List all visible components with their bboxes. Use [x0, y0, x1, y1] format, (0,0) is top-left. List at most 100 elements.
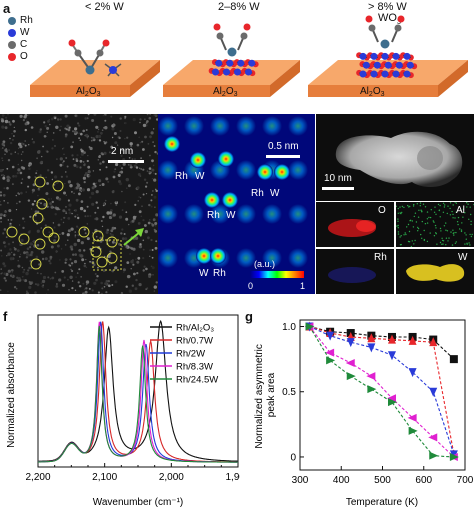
data-point-g-4-0: [305, 322, 315, 331]
panel-letter-g: g: [245, 309, 253, 324]
o-dot-icon: [8, 53, 16, 61]
eds-map-rh: Rh: [316, 249, 394, 294]
data-point-g-3-1: [325, 348, 335, 357]
chart-f-ir-spectra: 2,200 2,100 2,000 1,900 Rh/Al₂O₃ Rh/0.7W Rh/2…: [6, 314, 240, 508]
panel-c-intensity-map: 0.5 nm Rh W Rh W Rh W W Rh (a.u.) 0 1: [158, 114, 315, 294]
w-label-1: W: [195, 171, 205, 182]
x-tick-label-g-1: 400: [333, 475, 350, 486]
legend-item-rh: Rh: [8, 15, 33, 27]
data-point-g-2-6: [429, 387, 438, 397]
condition-mid-w: 2–8% W: [218, 1, 260, 13]
stem-b-texture: [0, 114, 158, 294]
legend-label-f-1: Rh/0.7W: [176, 336, 213, 347]
x-tick-label-g-0: 300: [292, 475, 309, 486]
particle-image: [335, 131, 463, 187]
substrate-label-1: Al2O3: [76, 86, 101, 98]
x-tick-label-g-3: 600: [415, 475, 432, 486]
catalyst-schematic: Al2O3 Al2O3 Al2O3: [30, 15, 468, 98]
rh-label-4: Rh: [213, 268, 226, 279]
x-tick-label-f-1: 2,100: [92, 472, 117, 483]
eds-map-w: W: [396, 249, 474, 294]
panel-letter-f: f: [3, 309, 8, 324]
x-axis-label-g: Temperature (K): [346, 497, 418, 508]
x-tick-label-g-4: 700: [457, 475, 474, 486]
panel-letter-a: a: [3, 1, 11, 16]
rh-on-wox-cluster: [208, 23, 259, 77]
condition-high-w: > 8% W: [368, 1, 407, 13]
condition-low-w: < 2% W: [85, 1, 124, 13]
data-point-g-4-7: [449, 452, 459, 461]
data-point-g-0-7: [449, 355, 458, 364]
x-tick-label-f-0: 2,200: [25, 472, 50, 483]
legend-item-c: C: [8, 39, 33, 51]
scale-bar-b: [108, 160, 144, 163]
w-label-3: W: [226, 210, 236, 221]
panel-d-haadf-image: 10 nm: [316, 114, 474, 201]
eds-label-rh: Rh: [374, 252, 387, 263]
legend-label-f-2: Rh/2W: [176, 349, 205, 360]
x-tick-label-f-2: 2,000: [159, 472, 184, 483]
panel-a: Rh W C O < 2% W 2–8% W > 8% W WO3: [0, 0, 474, 112]
colorbar-unit: (a.u.): [254, 259, 276, 269]
y-axis-label-g-line1: Normalized asymmetric: [254, 344, 265, 448]
x-tick-label-g-2: 500: [374, 475, 391, 486]
colorbar-min: 0: [248, 281, 254, 291]
slab-1: [30, 60, 160, 97]
scale-bar-label-c: 0.5 nm: [268, 141, 299, 152]
substrate-label-3: Al2O3: [360, 86, 385, 98]
legend-item-o: O: [8, 51, 33, 63]
eds-map-al: Al: [396, 202, 474, 247]
series-line-g-1: [309, 325, 455, 455]
data-point-g-2-5: [408, 368, 417, 378]
y-axis-label-f: Normalized absorbance: [6, 342, 17, 448]
scale-bar-label-d: 10 nm: [324, 173, 352, 184]
legend-item-w: W: [8, 27, 33, 39]
c-dot-icon: [8, 41, 16, 49]
data-point-g-1-6: [429, 337, 438, 347]
series-line-g-4: [309, 326, 454, 458]
data-point-g-3-4: [386, 394, 396, 403]
w-label-2: W: [270, 188, 280, 199]
eds-label-al: Al: [456, 205, 465, 216]
eds-map-o: O: [316, 202, 394, 247]
colorbar-max: 1: [300, 281, 306, 291]
data-point-g-4-4: [387, 398, 397, 407]
y-axis-label-g-line2: peak area: [266, 372, 277, 417]
w-label-4: W: [199, 268, 209, 279]
data-point-g-2-4: [387, 351, 396, 361]
data-point-g-1-4: [387, 334, 396, 344]
y-tick-label-g-2: 1.0: [282, 322, 296, 333]
legend-label-f-0: Rh/Al₂O₃: [176, 323, 214, 334]
rh-label-3: Rh: [207, 210, 220, 221]
spectrum-line-4: [38, 325, 238, 463]
data-point-g-3-5: [407, 413, 417, 422]
rh-on-wo3-cluster: [356, 15, 418, 79]
x-tick-label-f-3: 1,900: [225, 472, 240, 483]
plot-frame-g: [299, 319, 466, 471]
panel-b-stem-image: 2 nm: [0, 114, 158, 294]
data-point-g-3-6: [428, 433, 438, 442]
rh-label-1: Rh: [175, 171, 188, 182]
scale-bar-d: [322, 187, 354, 190]
species-legend: Rh W C O: [8, 15, 33, 63]
substrate-label-2: Al2O3: [213, 86, 238, 98]
heatmap-c: [158, 116, 308, 268]
data-point-g-3-2: [345, 359, 355, 368]
data-point-g-1-5: [408, 335, 417, 345]
rh-dot-icon: [8, 17, 16, 25]
colorbar: [250, 271, 304, 278]
data-point-g-4-1: [326, 356, 336, 365]
w-dot-icon: [8, 29, 16, 37]
data-point-g-3-3: [366, 372, 376, 381]
eds-label-o: O: [378, 205, 386, 216]
y-tick-label-g-1: 0.5: [282, 387, 296, 398]
legend-label-f-3: Rh/8.3W: [176, 362, 213, 373]
chart-g-peak-area: 300 400 500 600 700 0 0.5 1.0 Temperature (K) N…: [254, 319, 474, 508]
panel-e-eds-maps: O Al Rh W: [316, 202, 474, 294]
wo3-label: WO3: [378, 12, 401, 27]
data-point-g-2-1: [326, 331, 335, 341]
scale-bar-label-b: 2 nm: [111, 146, 134, 157]
rh-dicarbonyl-site: [68, 39, 122, 77]
data-point-g-1-3: [367, 333, 376, 343]
data-point-g-2-3: [367, 343, 376, 353]
